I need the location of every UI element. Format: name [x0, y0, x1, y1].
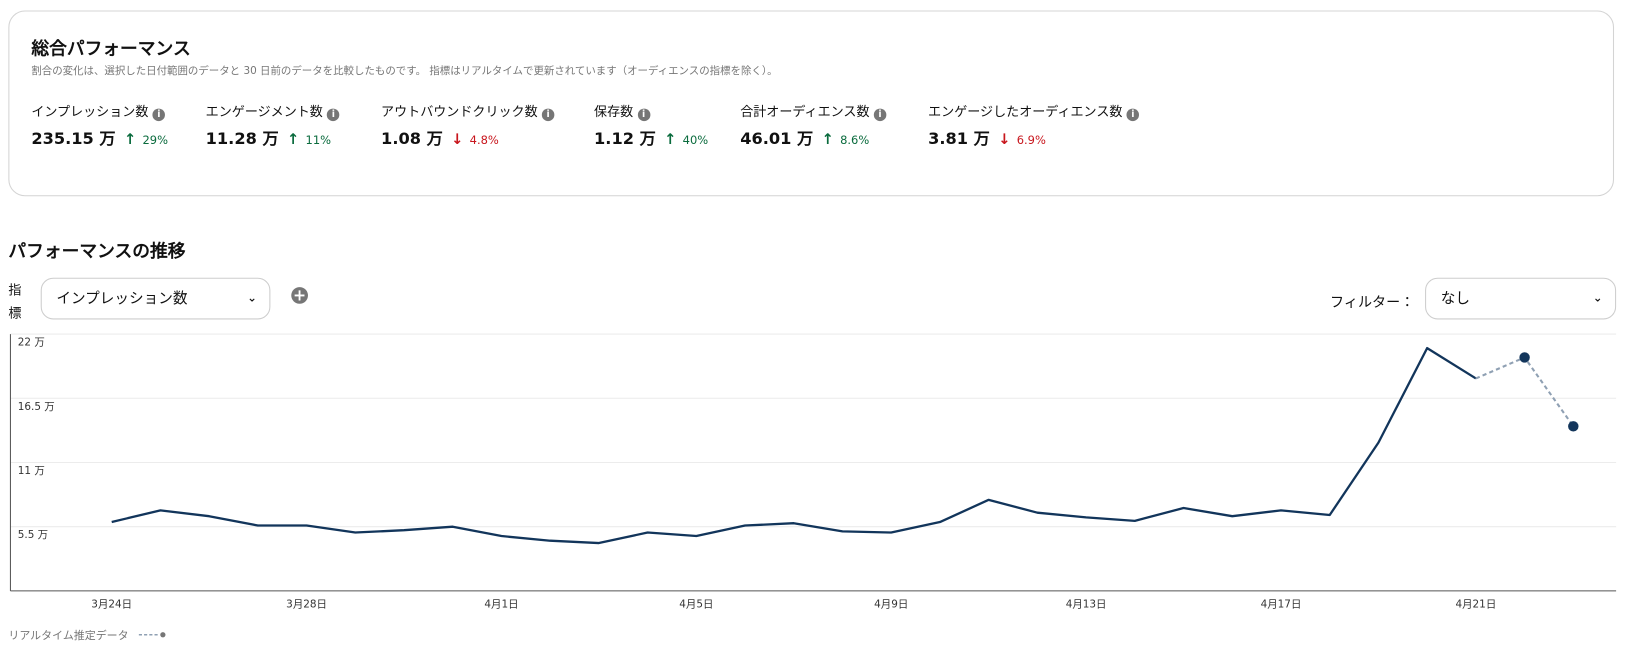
filter-label: フィルター： — [1330, 294, 1415, 312]
metric-change: 29% — [142, 133, 168, 148]
metric-value-text: 1.12 万 — [594, 129, 656, 149]
legend-label: リアルタイム推定データ — [8, 629, 129, 643]
metric-change: 40% — [682, 133, 709, 148]
metric-label: アウトバウンドクリック数 i — [381, 100, 555, 122]
metric-label: 合計オーディエンス数 i — [740, 100, 887, 122]
change-arrow: ↑ — [287, 131, 300, 149]
metric-label: 保存数 i — [594, 100, 650, 122]
y-tick-label: 11 万 — [18, 465, 45, 477]
info-icon: i — [152, 108, 166, 122]
metric-label: エンゲージメント数 i — [205, 100, 340, 122]
metric-value: 235.15 万 ↑ 29% — [31, 126, 168, 149]
metric-label-text: エンゲージメント数 — [205, 103, 323, 120]
metric-label-text: アウトバウンドクリック数 — [381, 103, 538, 120]
change-arrow: ↑ — [123, 131, 137, 149]
y-tick-label: 5.5 万 — [18, 529, 48, 541]
info-icon: i — [541, 108, 555, 122]
line-series — [1475, 356, 1575, 427]
metric-change: 4.8% — [469, 133, 499, 148]
metric-change: 6.9% — [1016, 133, 1046, 148]
legend-swatch — [138, 632, 165, 638]
metric-value-text: 46.01 万 — [740, 129, 814, 149]
metric-label: インプレッション数 i — [31, 100, 166, 122]
x-tick-label: 4月1日 — [484, 599, 518, 611]
metric-value: 3.81 万 ↓ 6.9% — [928, 126, 1046, 149]
overview-title: 総合パフォーマンス — [31, 38, 191, 60]
metric-label: 指標 — [8, 281, 22, 321]
y-tick-label: 22 万 — [18, 337, 45, 349]
metric-value-text: 1.08 万 — [381, 129, 443, 149]
overview-subtitle: 割合の変化は、選択した日付範囲のデータと 30 日前のデータを比較したものです。… — [31, 65, 778, 78]
metric-label: エンゲージしたオーディエンス数 i — [928, 100, 1140, 122]
line-series — [111, 346, 1477, 545]
metric-select-value: インプレッション数 — [56, 290, 188, 307]
section-title: パフォーマンスの推移 — [8, 241, 186, 263]
x-tick-label: 4月21日 — [1455, 599, 1496, 611]
x-tick-label: 3月28日 — [286, 599, 327, 611]
metric-value-text: 235.15 万 — [31, 129, 116, 149]
estimate-point — [1519, 352, 1530, 363]
change-arrow: ↓ — [998, 131, 1011, 149]
add-metric-button[interactable]: + — [291, 286, 308, 305]
x-tick-label: 4月5日 — [679, 599, 713, 611]
metric-select[interactable]: インプレッション数 ⌄ — [40, 277, 271, 320]
info-icon: i — [1126, 108, 1140, 122]
filter-select[interactable]: なし ⌄ — [1425, 277, 1617, 320]
change-arrow: ↑ — [821, 131, 834, 149]
metric-value: 1.08 万 ↓ 4.8% — [381, 126, 499, 149]
estimate-point — [1568, 421, 1579, 432]
x-tick-label: 3月24日 — [91, 599, 132, 611]
metric-value: 46.01 万 ↑ 8.6% — [740, 126, 869, 149]
y-tick-label: 16.5 万 — [18, 401, 55, 413]
metric-label-text: 合計オーディエンス数 — [740, 103, 870, 120]
legend: リアルタイム推定データ — [8, 627, 167, 643]
x-tick-label: 4月9日 — [874, 599, 908, 611]
chevron: ⌄ — [247, 291, 257, 305]
metric-label-text: エンゲージしたオーディエンス数 — [928, 103, 1123, 120]
chart: 5.5 万 11 万 16.5 万 22 万 3月24日 3月28日 4月1日 4月5日 4月9… — [9, 333, 1617, 611]
metric-change: 11% — [305, 133, 332, 148]
metric-value: 11.28 万 ↑ 11% — [206, 126, 331, 149]
info-icon: i — [327, 108, 340, 122]
info-icon: i — [873, 108, 887, 122]
metric-change: 8.6% — [840, 133, 870, 148]
x-tick-label: 4月17日 — [1261, 599, 1302, 611]
metric-value: 1.12 万 ↑ 40% — [594, 126, 708, 149]
chevron: ⌄ — [1592, 291, 1603, 305]
metric-value-text: 3.81 万 — [928, 129, 990, 149]
x-tick-label: 4月13日 — [1066, 599, 1107, 611]
change-arrow: ↑ — [664, 131, 677, 149]
metric-label-text: インプレッション数 — [31, 103, 149, 120]
change-arrow: ↓ — [451, 131, 464, 149]
overview-card — [8, 10, 1615, 197]
filter-select-value: なし — [1440, 290, 1470, 307]
metric-label-text: 保存数 — [594, 103, 634, 120]
info-icon: i — [637, 108, 650, 122]
metric-value-text: 11.28 万 — [205, 129, 279, 149]
